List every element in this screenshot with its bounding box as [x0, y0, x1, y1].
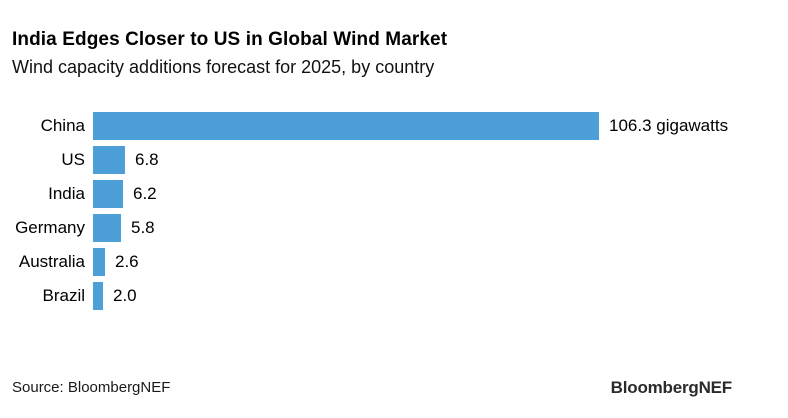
value-label: 6.8 — [135, 150, 159, 169]
bar-row: China 106.3 gigawatts — [12, 112, 762, 140]
chart-header: India Edges Closer to US in Global Wind … — [12, 28, 732, 78]
bar-row: US 6.8 — [12, 146, 762, 174]
bloombergnef-logo: BloombergNEF — [610, 378, 733, 397]
category-label: Brazil — [42, 286, 85, 305]
bar — [93, 248, 105, 276]
value-label: 2.6 — [115, 252, 139, 271]
category-label: Germany — [15, 218, 85, 237]
source-note: Source: BloombergNEF — [12, 379, 171, 396]
bar — [93, 180, 123, 208]
bar — [93, 112, 599, 140]
category-label: Australia — [18, 252, 85, 271]
bar-row: Germany 5.8 — [12, 214, 762, 242]
bar — [93, 146, 125, 174]
value-label: 106.3 gigawatts — [609, 116, 729, 135]
bar-row: Brazil 2.0 — [12, 282, 762, 310]
category-label: India — [48, 184, 85, 203]
value-label: 6.2 — [133, 184, 157, 203]
value-label: 5.8 — [131, 218, 155, 237]
category-label: China — [40, 116, 85, 135]
bar-row: Australia 2.6 — [12, 248, 762, 276]
bar-chart: China 106.3 gigawatts US 6.8 India 6.2 Germany… — [12, 112, 762, 316]
chart-subtitle: Wind capacity additions forecast for 202… — [12, 56, 435, 77]
bar — [93, 282, 103, 310]
bar — [93, 214, 121, 242]
category-label: US — [61, 150, 85, 169]
chart-title: India Edges Closer to US in Global Wind … — [12, 29, 448, 50]
value-label: 2.0 — [113, 286, 137, 305]
bar-row: India 6.2 — [12, 180, 762, 208]
